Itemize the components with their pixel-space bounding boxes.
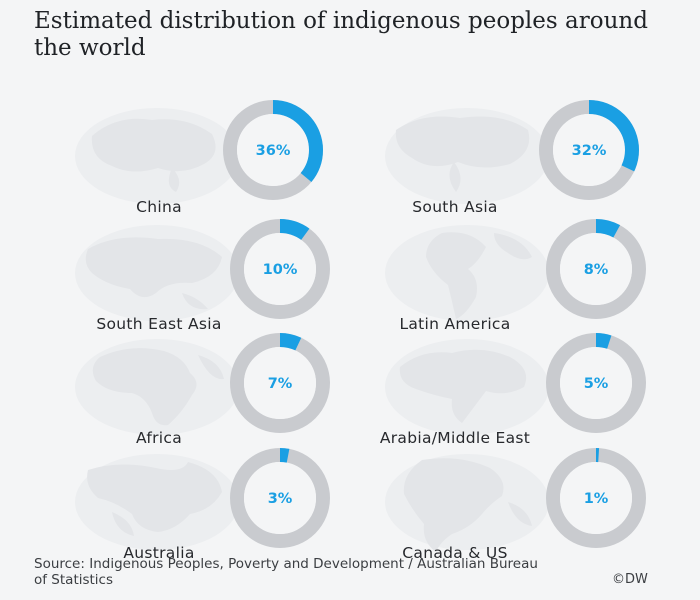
donut-slice-arabia-middle-east (546, 333, 646, 433)
globe-map-icon (75, 454, 239, 550)
percent-label-arabia-middle-east: 5% (584, 376, 609, 392)
panel-south-asia: 32% South Asia (330, 100, 660, 232)
percent-label-south-east-asia: 10% (263, 262, 298, 278)
donut-australia: 3% (230, 448, 330, 548)
region-label-south-east-asia: South East Asia (96, 315, 222, 333)
panel-china: 36% China (14, 100, 344, 232)
globe-map-icon (75, 108, 239, 204)
donut-canada-and-us: 1% (546, 448, 646, 548)
globe-map-icon (385, 108, 549, 204)
percent-label-australia: 3% (268, 491, 293, 507)
region-label-australia: Australia (123, 544, 195, 562)
donut-south-east-asia: 10% (230, 219, 330, 319)
percent-label-canada-and-us: 1% (584, 491, 609, 507)
donut-slice-south-east-asia (230, 219, 330, 319)
donut-slice-south-asia (539, 100, 639, 200)
chart-title: Estimated distribution of indigenous peo… (34, 8, 648, 61)
globe-map-icon (385, 339, 549, 435)
donut-slice-latin-america (546, 219, 646, 319)
globe-map-icon (385, 454, 549, 552)
globe-map-icon (75, 339, 239, 435)
panel-africa: 7% Africa (14, 333, 344, 463)
panel-australia: 3% Australia (14, 448, 344, 578)
donut-latin-america: 8% (546, 219, 646, 319)
panel-latin-america: 8% Latin America (330, 219, 660, 349)
donut-slice-africa (230, 333, 330, 433)
region-label-africa: Africa (135, 429, 182, 447)
donut-arabia-middle-east: 5% (546, 333, 646, 433)
donut-slice-canada-and-us (546, 448, 646, 548)
region-label-latin-america: Latin America (399, 315, 511, 333)
panel-south-east-asia: 10% South East Asia (14, 219, 344, 349)
donut-slice-australia (230, 448, 330, 548)
globe-map-icon (385, 225, 549, 321)
globe-map-icon (75, 225, 239, 321)
donut-south-asia: 32% (539, 100, 639, 200)
panel-arabia-middle-east: 5% Arabia/Middle East (330, 333, 660, 463)
panel-canada-and-us: 1% Canada & US (330, 448, 660, 578)
region-label-arabia-middle-east: Arabia/Middle East (379, 429, 531, 447)
region-label-canada-and-us: Canada & US (402, 544, 508, 562)
region-label-china: China (136, 198, 182, 216)
percent-label-latin-america: 8% (584, 262, 609, 278)
donut-africa: 7% (230, 333, 330, 433)
region-label-south-asia: South Asia (412, 198, 498, 216)
percent-label-south-asia: 32% (572, 143, 607, 159)
donut-slice-china (223, 100, 323, 200)
dw-credit: ©DW (612, 572, 648, 587)
donut-china: 36% (223, 100, 323, 200)
percent-label-china: 36% (256, 143, 291, 159)
source-note: Source: Indigenous Peoples, Poverty and … (34, 556, 538, 588)
percent-label-africa: 7% (268, 376, 293, 392)
